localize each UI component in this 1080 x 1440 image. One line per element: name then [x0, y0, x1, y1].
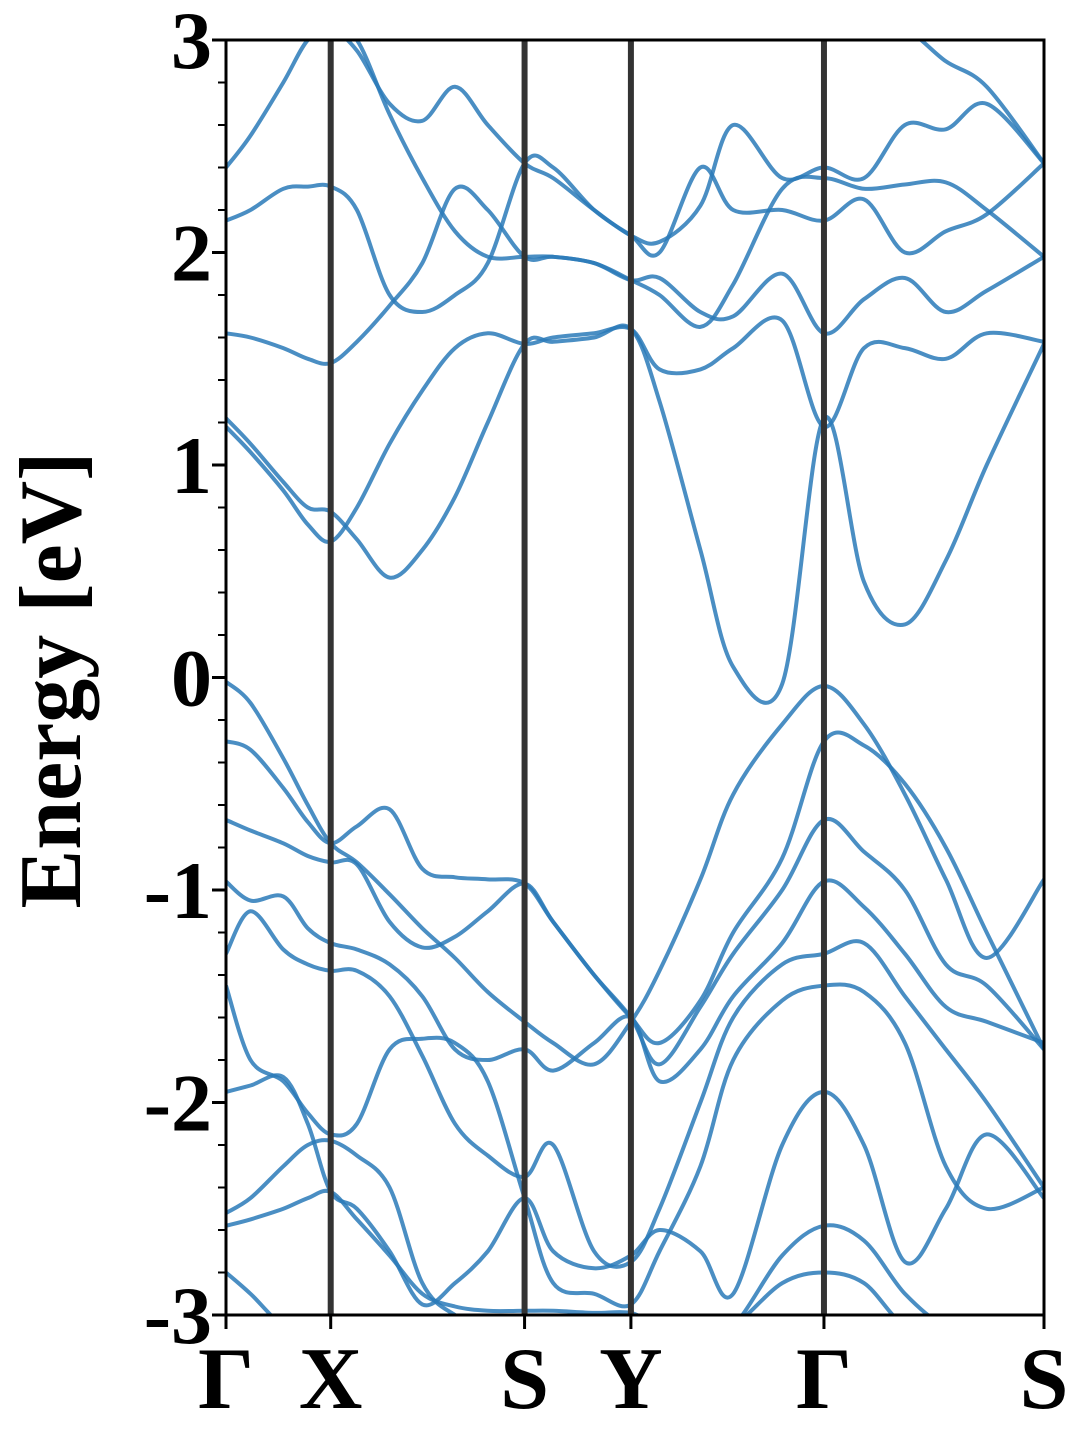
band-lines: [226, 40, 1044, 1315]
band-line-2: [226, 730, 1044, 1051]
y-tick-label-4: 1: [171, 420, 212, 511]
x-tick-label-0: Γ: [198, 1331, 254, 1428]
y-axis-label: Energy [eV]: [3, 452, 100, 909]
x-tick-label-3: Y: [599, 1331, 663, 1428]
y-tick-label-3: 0: [171, 633, 212, 724]
band-line-10: [226, 323, 1044, 705]
y-tick-label-6: 3: [171, 0, 212, 86]
y-tick-label-1: -2: [144, 1058, 212, 1149]
x-tick-label-4: Γ: [796, 1331, 852, 1428]
x-tick-label-5: S: [1020, 1331, 1069, 1428]
x-tick-label-2: S: [500, 1331, 549, 1428]
y-tick-label-5: 2: [171, 208, 212, 299]
y-tick-label-0: -3: [144, 1270, 212, 1361]
band-line-4: [226, 878, 1044, 1085]
k-path-vertical-lines: [327, 40, 827, 1315]
band-line-15: [354, 40, 1044, 329]
y-axis-ticks: -3 -2 -1 0 1 2 3: [144, 0, 226, 1361]
band-line-1: [226, 680, 1044, 1067]
band-line-7: [226, 1073, 1044, 1308]
x-tick-label-1: X: [299, 1331, 363, 1428]
plot-frame: [224, 38, 1046, 1317]
y-tick-label-2: -1: [144, 845, 212, 936]
band-line-17: [917, 40, 1044, 165]
band-line-14: [226, 40, 1044, 246]
